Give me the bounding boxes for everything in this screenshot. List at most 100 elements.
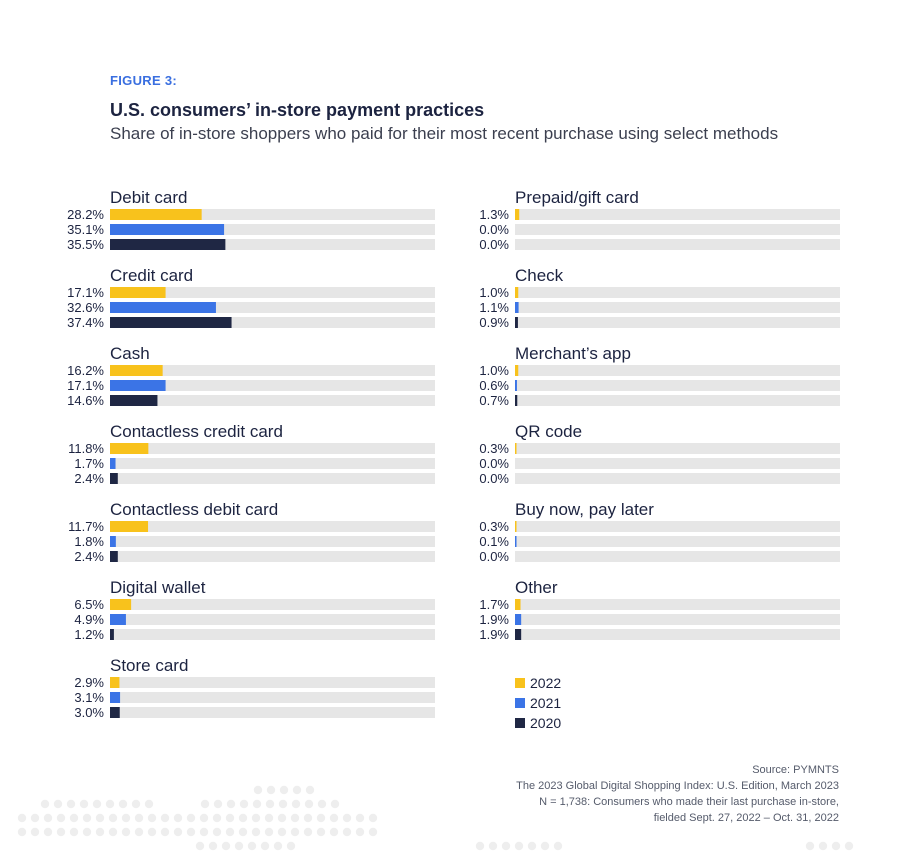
decorative-dot xyxy=(69,827,79,837)
bar-track-cash-2021 xyxy=(110,380,435,391)
chart-subtitle: Share of in-store shoppers who paid for … xyxy=(110,124,779,143)
bar-qr-code-2022 xyxy=(515,443,517,454)
decorative-dot xyxy=(105,799,115,809)
decorative-dot xyxy=(221,841,231,851)
decorative-dot xyxy=(56,813,66,823)
source-line-1: Source: PYMNTS xyxy=(752,764,839,776)
bar-track-debit-card-2020 xyxy=(110,239,435,250)
data-label-prepaid-gift-card-2020: 0.0% xyxy=(479,237,509,252)
bar-contactless-credit-card-2020 xyxy=(110,473,118,484)
decorative-dot xyxy=(147,827,157,837)
decorative-dot xyxy=(92,799,102,809)
category-label-store-card: Store card xyxy=(110,656,188,675)
bar-track-buy-now-pay-later-2022 xyxy=(515,521,840,532)
decorative-dot xyxy=(290,827,300,837)
decorative-dot xyxy=(277,813,287,823)
data-label-contactless-debit-card-2021: 1.8% xyxy=(74,534,104,549)
bar-debit-card-2021 xyxy=(110,224,225,235)
category-label-buy-now-pay-later: Buy now, pay later xyxy=(515,500,654,519)
source-line-2: The 2023 Global Digital Shopping Index: … xyxy=(516,780,839,792)
bar-track-cash-2022 xyxy=(110,365,435,376)
decorative-dot xyxy=(355,813,365,823)
category-label-debit-card: Debit card xyxy=(110,188,187,207)
data-label-buy-now-pay-later-2020: 0.0% xyxy=(479,549,509,564)
decorative-dot xyxy=(200,799,210,809)
decorative-dot xyxy=(291,799,301,809)
decorative-dot xyxy=(199,813,209,823)
decorative-dot xyxy=(134,827,144,837)
data-label-check-2020: 0.9% xyxy=(479,315,509,330)
legend-swatch-2022 xyxy=(515,678,525,688)
bar-credit-card-2020 xyxy=(110,317,232,328)
bar-debit-card-2022 xyxy=(110,209,202,220)
bar-track-store-card-2022 xyxy=(110,677,435,688)
bar-merchant-s-app-2020 xyxy=(515,395,518,406)
decorative-dot xyxy=(95,813,105,823)
bar-check-2021 xyxy=(515,302,519,313)
chart-title: U.S. consumers’ in-store payment practic… xyxy=(110,100,485,120)
decorative-dot xyxy=(247,841,257,851)
data-label-qr-code-2020: 0.0% xyxy=(479,471,509,486)
decorative-dot xyxy=(540,841,550,851)
decorative-dot xyxy=(108,827,118,837)
bar-track-store-card-2021 xyxy=(110,692,435,703)
decorative-dot xyxy=(17,827,27,837)
data-label-contactless-credit-card-2021: 1.7% xyxy=(74,456,104,471)
decorative-dot xyxy=(212,827,222,837)
data-label-store-card-2021: 3.1% xyxy=(74,690,104,705)
bar-track-prepaid-gift-card-2020 xyxy=(515,239,840,250)
legend-label-2021: 2021 xyxy=(530,695,562,711)
bar-store-card-2021 xyxy=(110,692,121,703)
decorative-dot xyxy=(305,785,315,795)
bar-track-contactless-debit-card-2021 xyxy=(110,536,435,547)
bar-track-credit-card-2022 xyxy=(110,287,435,298)
decorative-dot xyxy=(304,799,314,809)
bar-cash-2021 xyxy=(110,380,166,391)
bar-prepaid-gift-card-2022 xyxy=(515,209,520,220)
decorative-dot xyxy=(342,827,352,837)
bar-track-debit-card-2021 xyxy=(110,224,435,235)
decorative-dot xyxy=(134,813,144,823)
decorative-dot xyxy=(160,827,170,837)
bar-track-digital-wallet-2022 xyxy=(110,599,435,610)
bar-track-other-2021 xyxy=(515,614,840,625)
bar-debit-card-2020 xyxy=(110,239,226,250)
decorative-dot xyxy=(329,813,339,823)
bar-chart: Debit card 28.2%35.1%35.5% Credit card 17.1… xyxy=(67,188,840,720)
decorative-dot xyxy=(53,799,63,809)
category-label-cash: Cash xyxy=(110,344,150,363)
legend-item-2022: 2022 xyxy=(515,673,561,693)
decorative-dot xyxy=(30,813,40,823)
bar-track-debit-card-2022 xyxy=(110,209,435,220)
decorative-dot xyxy=(303,827,313,837)
decorative-dot xyxy=(208,841,218,851)
bar-track-credit-card-2020 xyxy=(110,317,435,328)
category-label-credit-card: Credit card xyxy=(110,266,193,285)
bar-check-2020 xyxy=(515,317,518,328)
data-label-credit-card-2022: 17.1% xyxy=(67,285,104,300)
decorative-dot xyxy=(239,799,249,809)
decorative-dot xyxy=(368,813,378,823)
decorative-dot xyxy=(30,827,40,837)
decorative-dot xyxy=(95,827,105,837)
decorative-dot xyxy=(238,813,248,823)
decorative-dot xyxy=(121,827,131,837)
data-label-digital-wallet-2021: 4.9% xyxy=(74,612,104,627)
bar-merchant-s-app-2022 xyxy=(515,365,519,376)
category-label-contactless-credit-card: Contactless credit card xyxy=(110,422,283,441)
decorative-dot xyxy=(273,841,283,851)
decorative-dot xyxy=(238,827,248,837)
data-label-contactless-credit-card-2020: 2.4% xyxy=(74,471,104,486)
bar-track-qr-code-2021 xyxy=(515,458,840,469)
decorative-dot xyxy=(43,827,53,837)
decorative-dot xyxy=(131,799,141,809)
bar-track-digital-wallet-2021 xyxy=(110,614,435,625)
bar-store-card-2022 xyxy=(110,677,120,688)
bar-contactless-credit-card-2021 xyxy=(110,458,116,469)
bar-digital-wallet-2020 xyxy=(110,629,114,640)
decorative-dot xyxy=(17,813,27,823)
bar-track-contactless-credit-card-2021 xyxy=(110,458,435,469)
decorative-dot xyxy=(260,841,270,851)
legend-swatch-2021 xyxy=(515,698,525,708)
data-label-cash-2020: 14.6% xyxy=(67,393,104,408)
